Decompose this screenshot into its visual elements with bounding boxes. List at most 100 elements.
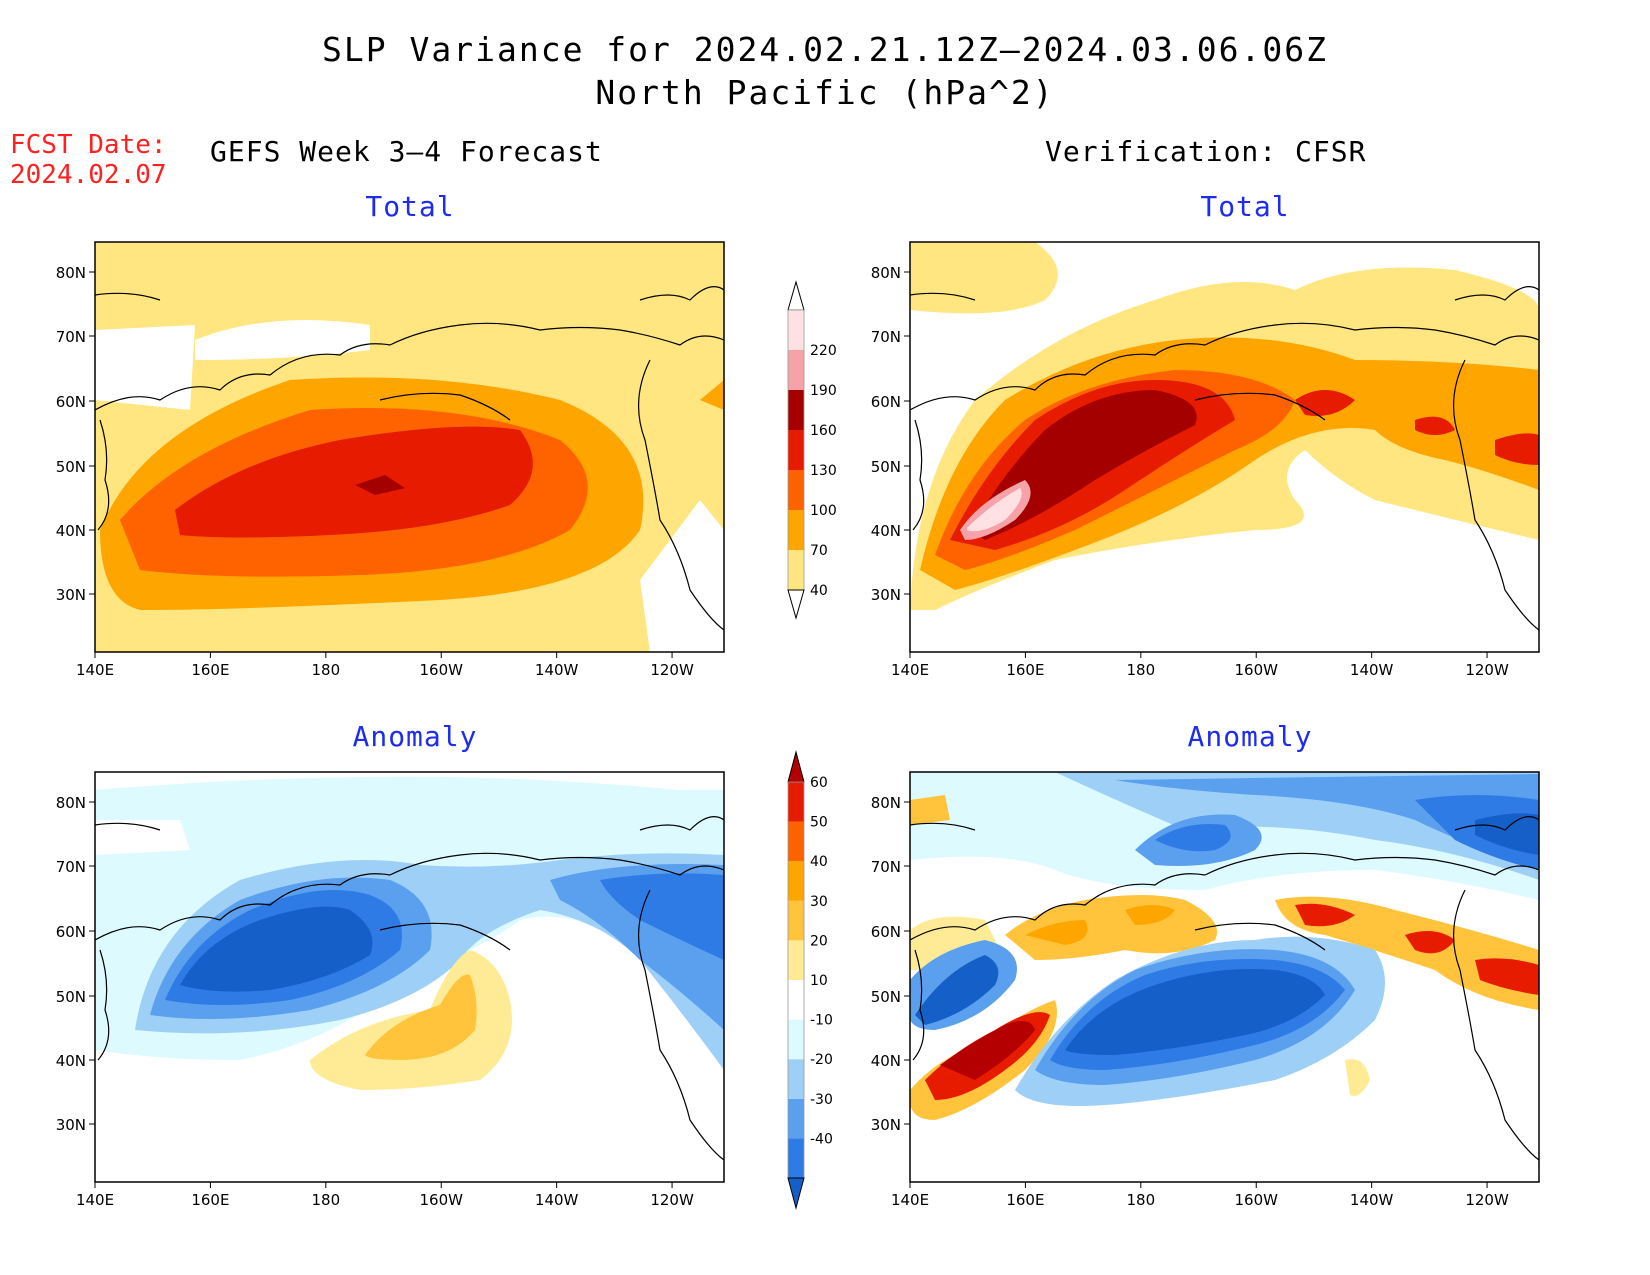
colorbar-level-label: 40: [810, 854, 828, 870]
colorbar-bin: [788, 350, 804, 390]
lon-label: 180: [312, 1191, 341, 1209]
lat-label: 40N: [871, 1052, 901, 1070]
lat-label: 80N: [871, 794, 901, 812]
lon-label: 160E: [1006, 661, 1044, 679]
colorbar-bin: [788, 980, 804, 1020]
lon-label: 140E: [891, 1191, 929, 1209]
cfsr-total-label: Total: [1200, 190, 1290, 223]
fcst-date-value: 2024.02.07: [10, 160, 167, 190]
colorbar-bin: [788, 1098, 804, 1139]
lon-label: 160W: [420, 661, 464, 679]
colorbar-bottom-arrow: [787, 1177, 805, 1210]
lon-label: 160E: [191, 1191, 229, 1209]
colorbar-level-label: -40: [810, 1131, 833, 1147]
colorbar-level-label: 220: [810, 343, 837, 359]
lon-label: 160E: [1006, 1191, 1044, 1209]
lon-label: 140E: [76, 1191, 114, 1209]
lat-label: 50N: [56, 458, 86, 476]
lat-label: 70N: [871, 328, 901, 346]
colorbar-level-label: 100: [810, 503, 837, 519]
colorbar-bin: [788, 470, 804, 510]
gefs-anomaly-map: 80N 70N 60N 50N 40N 30N 140E 160E 180 160W 140W 120…: [56, 771, 725, 1209]
lon-label: 180: [1127, 1191, 1156, 1209]
lon-label: 140W: [1350, 661, 1394, 679]
colorbar-top-arrow: [787, 750, 805, 783]
colorbar-bin: [788, 1019, 804, 1060]
anomaly-colorbar: 60 50 40 30 20 10 -10 -20 -30 -40: [787, 750, 833, 1210]
colorbar-level-label: 30: [810, 894, 828, 910]
colorbar-level-label: 70: [810, 543, 828, 559]
colorbar-level-label: 130: [810, 463, 837, 479]
colorbar-bin: [788, 310, 804, 350]
colorbar-level-label: 10: [810, 973, 828, 989]
page-title: SLP Variance for 2024.02.21.12Z–2024.03.…: [322, 30, 1328, 69]
lat-label: 30N: [871, 1116, 901, 1134]
cfsr-anomaly-label: Anomaly: [1187, 720, 1313, 753]
lat-label: 70N: [871, 858, 901, 876]
lat-label: 30N: [56, 586, 86, 604]
total-colorbar: 40 70 100 130 160 190 220: [787, 280, 837, 620]
lon-label: 120W: [1465, 1191, 1509, 1209]
colorbar-level-label: 20: [810, 933, 828, 949]
lat-label: 60N: [871, 923, 901, 941]
gefs-column-title: GEFS Week 3–4 Forecast: [210, 135, 603, 168]
lat-label: 30N: [871, 586, 901, 604]
lon-label: 120W: [650, 661, 694, 679]
gefs-total-map: 80N 70N 60N 50N 40N 30N 140E 160E 180 160W 140W 120…: [56, 241, 725, 679]
lat-label: 70N: [56, 328, 86, 346]
colorbar-bin: [788, 510, 804, 550]
colorbar-bin: [788, 1059, 804, 1099]
colorbar-bin: [788, 900, 804, 941]
lon-label: 160E: [191, 661, 229, 679]
gefs-total-label: Total: [365, 190, 455, 223]
lat-label: 40N: [871, 522, 901, 540]
lat-label: 50N: [56, 988, 86, 1006]
lon-label: 140W: [1350, 1191, 1394, 1209]
colorbar-level-label: 40: [810, 583, 828, 599]
cfsr-total-map: 80N 70N 60N 50N 40N 30N 140E 160E 180 160W 140W 120…: [871, 241, 1540, 679]
colorbar-level-label: -30: [810, 1092, 833, 1108]
colorbar-top-arrow: [787, 280, 805, 311]
cfsr-column-title: Verification: CFSR: [1045, 135, 1367, 168]
lon-label: 160W: [420, 1191, 464, 1209]
lat-label: 40N: [56, 1052, 86, 1070]
fcst-date-label: FCST Date:: [10, 130, 167, 160]
colorbar-level-label: 160: [810, 423, 837, 439]
lon-label: 120W: [650, 1191, 694, 1209]
lat-label: 70N: [56, 858, 86, 876]
colorbar-bin: [788, 1138, 804, 1178]
page-subtitle: North Pacific (hPa^2): [595, 73, 1055, 112]
lon-label: 140E: [76, 661, 114, 679]
colorbar-level-label: -10: [810, 1013, 833, 1029]
lon-label: 160W: [1235, 1191, 1279, 1209]
colorbar-level-label: 190: [810, 383, 837, 399]
lon-label: 140E: [891, 661, 929, 679]
lat-label: 80N: [56, 264, 86, 282]
lat-label: 80N: [871, 264, 901, 282]
colorbar-bin: [788, 782, 804, 822]
lon-label: 140W: [535, 1191, 579, 1209]
lon-label: 180: [312, 661, 341, 679]
lat-label: 40N: [56, 522, 86, 540]
lon-label: 120W: [1465, 661, 1509, 679]
colorbar-bin: [788, 861, 804, 901]
lon-label: 140W: [535, 661, 579, 679]
lat-label: 60N: [56, 923, 86, 941]
colorbar-bin: [788, 430, 804, 470]
colorbar-bin: [788, 821, 804, 862]
lat-label: 60N: [871, 393, 901, 411]
colorbar-bin: [788, 550, 804, 590]
lat-label: 80N: [56, 794, 86, 812]
lat-label: 50N: [871, 988, 901, 1006]
colorbar-level-label: -20: [810, 1052, 833, 1068]
lon-label: 180: [1127, 661, 1156, 679]
colorbar-bin: [788, 940, 804, 980]
lat-label: 60N: [56, 393, 86, 411]
lat-label: 30N: [56, 1116, 86, 1134]
lon-label: 160W: [1235, 661, 1279, 679]
gefs-anomaly-label: Anomaly: [352, 720, 478, 753]
colorbar-bin: [788, 390, 804, 430]
colorbar-level-label: 50: [810, 815, 828, 831]
lat-label: 50N: [871, 458, 901, 476]
cfsr-anomaly-map: 80N 70N 60N 50N 40N 30N 140E 160E 180 160W 140W 120…: [871, 771, 1540, 1209]
